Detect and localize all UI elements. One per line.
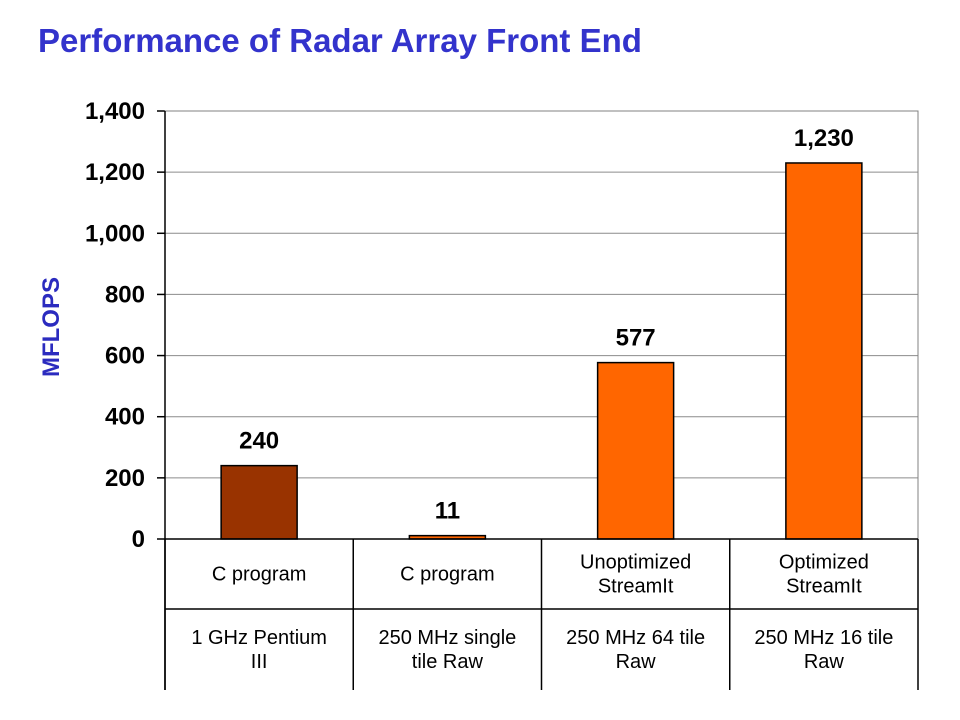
category-label: tile Raw	[412, 651, 484, 673]
category-label: Raw	[616, 651, 657, 673]
category-label: StreamIt	[786, 576, 862, 598]
y-tick-labels: 0 200 400 600 800 1,000 1,200 1,400	[85, 98, 145, 553]
category-label: 250 MHz single	[378, 627, 516, 649]
y-tick-label: 600	[105, 343, 145, 370]
category-label: 1 GHz Pentium	[191, 627, 327, 649]
y-tick-label: 1,000	[85, 220, 145, 247]
data-label: 1,230	[794, 125, 854, 152]
y-tick-label: 400	[105, 404, 145, 431]
category-label: C program	[212, 564, 306, 586]
data-label: 240	[239, 428, 279, 455]
y-tick-label: 0	[132, 526, 145, 553]
data-label: 11	[435, 498, 460, 525]
category-label: Unoptimized	[580, 552, 691, 574]
category-label: StreamIt	[598, 576, 674, 598]
category-table: C program 1 GHz Pentium III C program 250 MH…	[164, 539, 919, 690]
y-tick-label: 200	[105, 465, 145, 492]
category-label: III	[251, 651, 268, 673]
category-label: 250 MHz 16 tile	[754, 627, 893, 649]
y-tick-label: 1,400	[85, 98, 145, 125]
data-label: 577	[616, 325, 656, 352]
category-label: C program	[400, 564, 494, 586]
y-axis-title: MFLOPS	[38, 277, 65, 377]
slide-title: Performance of Radar Array Front End	[38, 22, 642, 59]
bars	[220, 162, 863, 540]
category-label: Optimized	[779, 552, 869, 574]
bar	[785, 162, 863, 540]
bar	[596, 361, 675, 540]
bar	[220, 464, 298, 540]
category-label: 250 MHz 64 tile	[566, 627, 705, 649]
category-label: Raw	[804, 651, 845, 673]
y-tick-label: 1,200	[85, 159, 145, 186]
y-tick-label: 800	[105, 281, 145, 308]
data-labels: 240 11 577 1,230	[239, 125, 854, 525]
